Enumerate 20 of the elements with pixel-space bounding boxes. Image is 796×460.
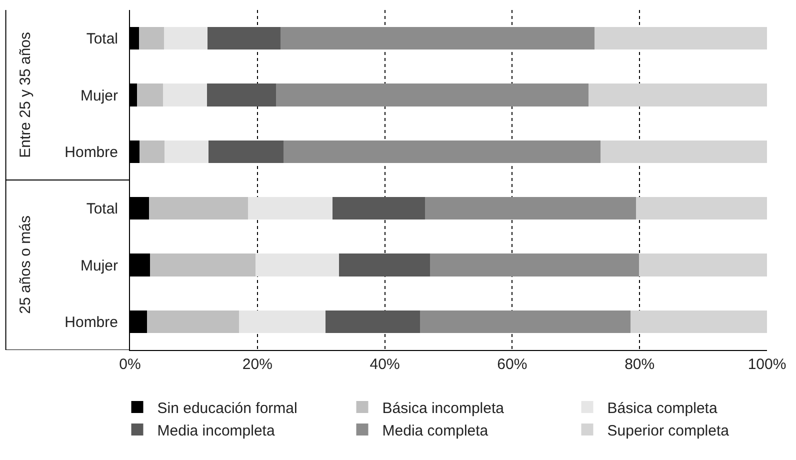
legend-label: Básica incompleta bbox=[382, 400, 505, 417]
legend-label: Básica completa bbox=[607, 400, 718, 417]
text: 25 años o más bbox=[16, 215, 34, 314]
legend-label: Sin educación formal bbox=[157, 400, 298, 417]
y-tick-label: Hombre bbox=[64, 314, 118, 331]
x-tick-label: 60% bbox=[497, 356, 528, 373]
y-tick-label: Mujer bbox=[80, 87, 118, 104]
y-tick-label: Total bbox=[86, 30, 118, 48]
y-tick-label: Total bbox=[86, 200, 118, 218]
legend-label: Media completa bbox=[382, 422, 489, 440]
x-tick-label: 40% bbox=[370, 356, 400, 373]
x-tick-label: 80% bbox=[624, 356, 655, 373]
legend-label: Media incompleta bbox=[157, 422, 276, 440]
x-tick-label: 0% bbox=[119, 356, 141, 373]
x-tick-label: 100% bbox=[748, 356, 786, 373]
y-tick-label: Hombre bbox=[64, 144, 118, 161]
y-tick-label: Mujer bbox=[80, 257, 118, 274]
x-tick-label: 20% bbox=[242, 356, 272, 373]
text: Entre 25 y 35 años bbox=[16, 32, 34, 158]
legend-label: Superior completa bbox=[607, 422, 730, 440]
